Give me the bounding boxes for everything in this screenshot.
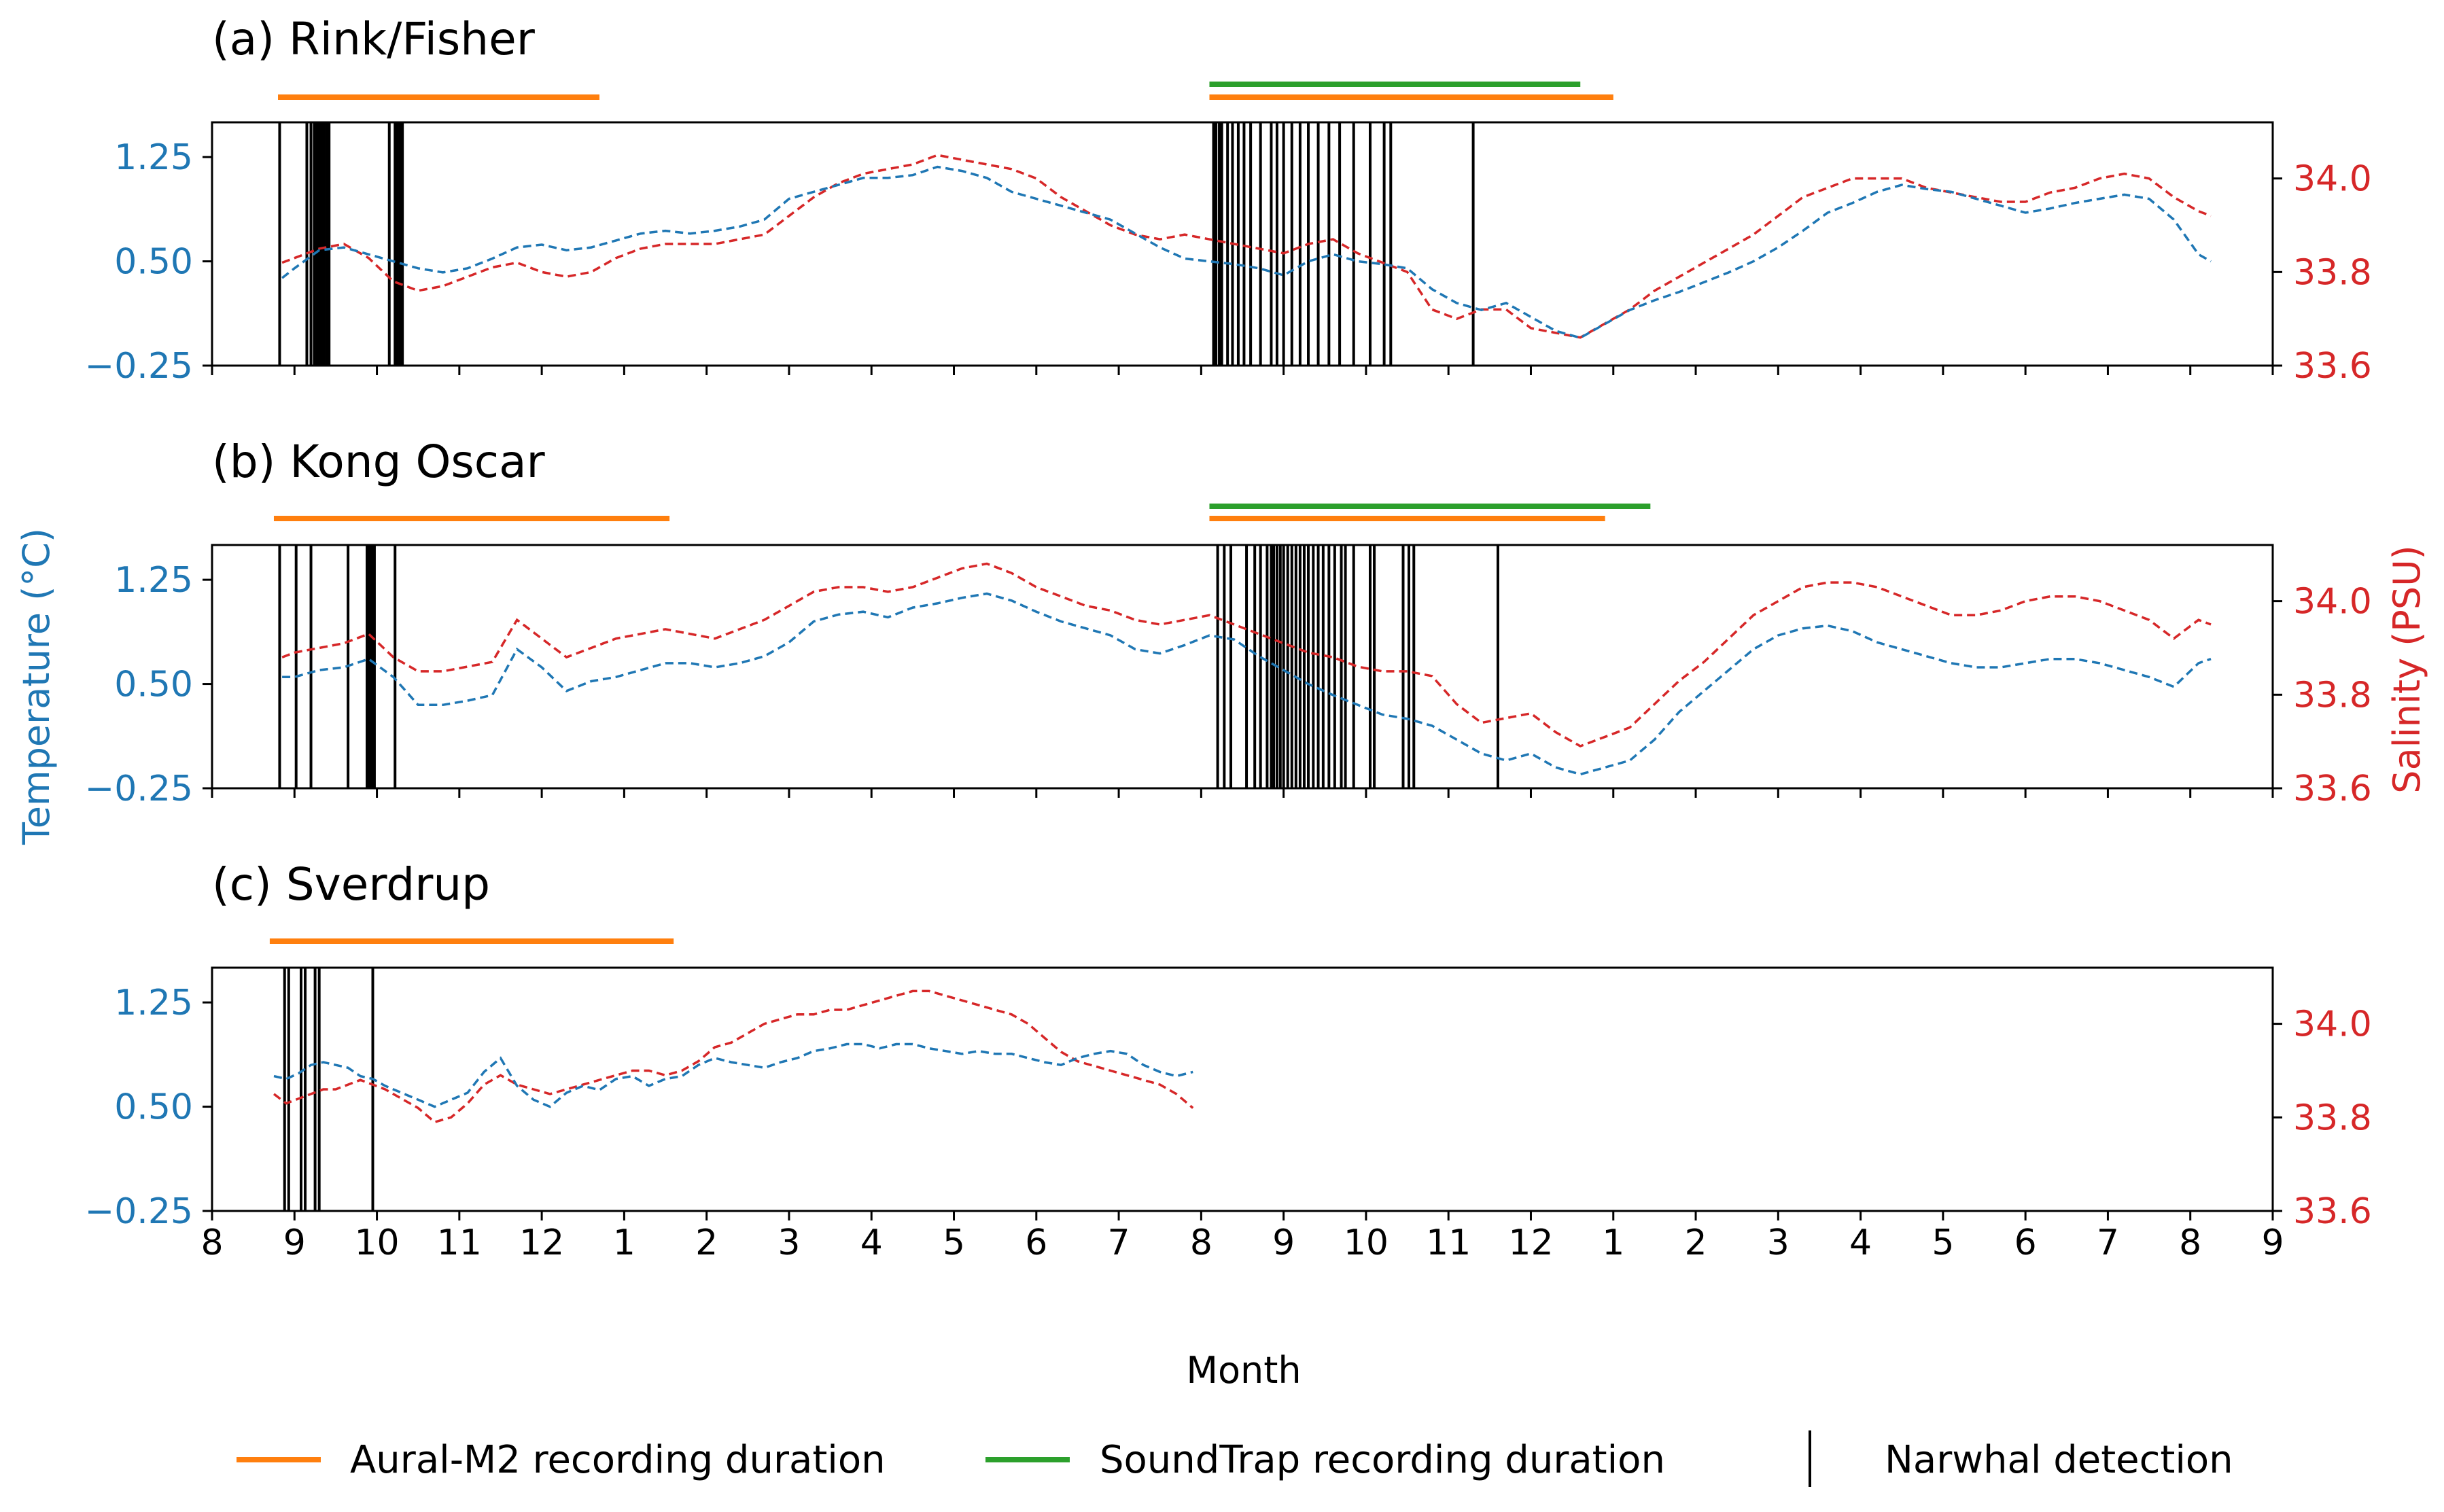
x-tick-label: 6 <box>1025 1223 1047 1263</box>
salinity-series <box>273 989 1194 1124</box>
x-tick-label: 8 <box>2179 1223 2201 1263</box>
panel-sverdrup: (c) Sverdrup 8 9 10 11 12 1 2 3 4 5 6 7 8 9 10 11 12 1 2 3 4… <box>85 858 2372 1263</box>
temperature-tick-label: 0.50 <box>114 1087 193 1128</box>
x-tick-label: 5 <box>943 1223 965 1263</box>
x-axis-label: Month <box>1186 1349 1301 1392</box>
panel-title: (a) Rink/Fisher <box>212 13 536 65</box>
x-tick-label: 3 <box>1767 1223 1790 1263</box>
salinity-tick-label: 33.8 <box>2293 252 2372 293</box>
temperature-series <box>273 1042 1193 1108</box>
salinity-series <box>281 562 2212 748</box>
x-tick-label: 8 <box>200 1223 223 1263</box>
temperature-tick-label: −0.25 <box>85 769 193 809</box>
panel-rink-fisher: (a) Rink/Fisher −0.25 0.50 1.25 33.6 33.8 34.… <box>85 13 2372 387</box>
x-tick-label: 3 <box>778 1223 800 1263</box>
plot-frame <box>211 966 2274 1212</box>
y-axis-label-temperature: Temperature (°C) <box>15 528 58 845</box>
x-tick-label: 10 <box>1344 1223 1389 1263</box>
legend-label-aural: Aural-M2 recording duration <box>350 1438 886 1482</box>
x-tick-label: 8 <box>1190 1223 1212 1263</box>
salinity-tick-label: 33.6 <box>2293 1191 2372 1232</box>
salinity-tick-label: 33.8 <box>2293 1097 2372 1138</box>
x-tick-label: 4 <box>860 1223 883 1263</box>
legend-label-soundtrap: SoundTrap recording duration <box>1100 1438 1665 1482</box>
legend: Aural-M2 recording duration SoundTrap re… <box>237 1430 2233 1487</box>
salinity-series <box>281 154 2212 339</box>
x-tick-label: 2 <box>695 1223 718 1263</box>
legend-label-detection: Narwhal detection <box>1885 1438 2233 1482</box>
x-tick-label: 9 <box>283 1223 306 1263</box>
x-tick-label: 11 <box>1426 1223 1471 1263</box>
temperature-series <box>281 165 2212 339</box>
x-tick-label: 9 <box>1272 1223 1295 1263</box>
temperature-tick-label: 1.25 <box>114 137 193 178</box>
plot-frame <box>211 544 2274 790</box>
x-tick-label: 10 <box>354 1223 399 1263</box>
x-tick-label: 12 <box>1508 1223 1553 1263</box>
panel-title: (b) Kong Oscar <box>212 436 546 488</box>
y-axis-label-salinity: Salinity (PSU) <box>2386 545 2428 793</box>
salinity-tick-label: 34.0 <box>2293 159 2372 200</box>
x-tick-label: 2 <box>1684 1223 1707 1263</box>
temperature-tick-label: −0.25 <box>85 346 193 387</box>
x-tick-label: 1 <box>1602 1223 1624 1263</box>
x-tick-label: 7 <box>2097 1223 2119 1263</box>
salinity-tick-label: 34.0 <box>2293 582 2372 622</box>
x-tick-label: 4 <box>1849 1223 1872 1263</box>
x-tick-label: 12 <box>519 1223 564 1263</box>
salinity-tick-label: 33.8 <box>2293 675 2372 716</box>
panel-kong-oscar: (b) Kong Oscar −0.25 0.50 1.25 33.6 33.8 34.0 <box>85 436 2372 809</box>
temperature-tick-label: 1.25 <box>114 560 193 601</box>
x-tick-label: 11 <box>437 1223 482 1263</box>
temperature-tick-label: 0.50 <box>114 242 193 283</box>
salinity-tick-label: 33.6 <box>2293 346 2372 387</box>
x-tick-label: 6 <box>2014 1223 2037 1263</box>
x-tick-label: 9 <box>2261 1223 2284 1263</box>
temperature-tick-label: 0.50 <box>114 665 193 705</box>
x-tick-label: 7 <box>1108 1223 1130 1263</box>
panel-title: (c) Sverdrup <box>212 858 490 911</box>
temperature-series <box>282 592 2212 776</box>
temperature-tick-label: −0.25 <box>85 1191 193 1232</box>
x-tick-label: 5 <box>1932 1223 1954 1263</box>
temperature-tick-label: 1.25 <box>114 983 193 1023</box>
salinity-tick-label: 33.6 <box>2293 769 2372 809</box>
salinity-tick-label: 34.0 <box>2293 1004 2372 1045</box>
plot-frame <box>211 121 2274 367</box>
x-tick-label: 1 <box>613 1223 635 1263</box>
